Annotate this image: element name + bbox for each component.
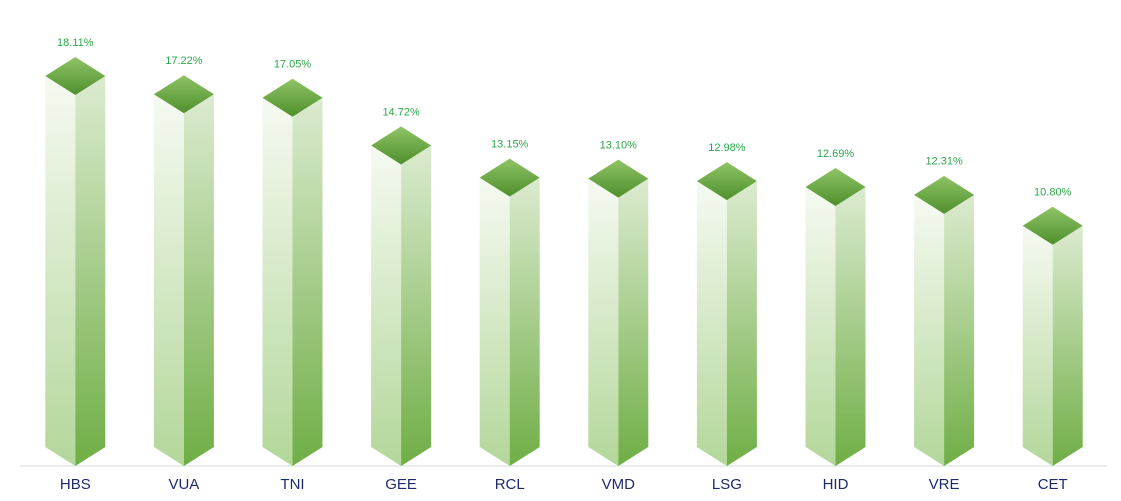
x-tick-label: RCL <box>495 476 525 493</box>
bar-right-face <box>292 97 323 466</box>
bar <box>153 75 214 466</box>
bar <box>588 159 649 466</box>
bar <box>1022 206 1083 466</box>
x-tick-label: GEE <box>385 476 417 493</box>
bar <box>914 175 975 466</box>
bar-top <box>805 168 866 207</box>
x-tick-label: VRE <box>929 476 960 493</box>
bar-right-face <box>509 177 540 466</box>
bar-top <box>153 75 214 114</box>
bar <box>45 57 106 466</box>
x-tick-label: VMD <box>602 476 636 493</box>
bar-top <box>45 57 106 95</box>
bar-right-face <box>726 181 757 466</box>
data-label: 10.80% <box>1034 187 1072 199</box>
bar-right-face <box>835 187 866 466</box>
bar-right-face <box>1052 225 1083 466</box>
data-label: 17.05% <box>274 59 312 71</box>
data-label: 13.10% <box>600 140 638 152</box>
bar-top <box>262 78 323 117</box>
bar <box>696 162 757 466</box>
bar-left-face <box>479 177 510 466</box>
bar-right-face <box>618 178 649 466</box>
bar-left-face <box>45 76 76 466</box>
data-label: 18.11% <box>57 37 94 49</box>
x-tick-label: HID <box>823 476 849 493</box>
bar-left-face <box>371 145 402 466</box>
x-tick-label: CET <box>1038 476 1068 493</box>
bar-right-face <box>944 194 975 466</box>
bar-left-face <box>1022 225 1053 466</box>
bar-left-face <box>262 97 293 466</box>
bar-left-face <box>153 94 184 466</box>
bar-top <box>1022 206 1083 245</box>
bar-right-face <box>75 76 106 466</box>
data-label: 12.98% <box>708 142 746 154</box>
bar-left-face <box>805 187 836 466</box>
bar-left-face <box>696 181 727 466</box>
data-label: 12.69% <box>817 148 855 160</box>
bar-left-face <box>914 194 945 466</box>
x-tick-label: TNI <box>280 476 304 493</box>
data-label: 13.15% <box>491 139 529 151</box>
bar-top <box>371 126 432 165</box>
bar-top <box>914 175 975 214</box>
bar-right-face <box>183 94 214 466</box>
bar-right-face <box>401 145 432 466</box>
data-label: 17.22% <box>165 55 203 67</box>
data-label: 12.31% <box>925 156 963 168</box>
bar-top <box>479 158 540 197</box>
bar <box>262 78 323 466</box>
data-label: 14.72% <box>382 106 420 118</box>
x-tick-label: VUA <box>168 476 199 493</box>
bar <box>805 168 866 466</box>
x-tick-label: LSG <box>712 476 742 493</box>
bar <box>479 158 540 466</box>
bar-left-face <box>588 178 619 466</box>
x-tick-label: HBS <box>60 476 91 493</box>
bar <box>371 126 432 466</box>
bar-top <box>696 162 757 201</box>
bar-top <box>588 159 649 198</box>
